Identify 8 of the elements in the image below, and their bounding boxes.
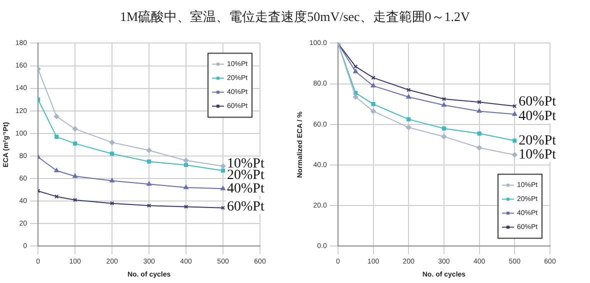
text: 1M硫酸中、室温、電位走査速度50mV/sec、走査範囲0～1.2V <box>119 8 471 26</box>
annotation: 20%Pt <box>518 133 556 148</box>
annotation: 40%Pt <box>518 108 556 124</box>
annotation: 60%Pt <box>518 94 556 110</box>
annotation: 40%Pt <box>227 181 264 196</box>
annotation: 20%Pt <box>227 168 264 183</box>
annotation: 10%Pt <box>518 148 556 163</box>
annotation: 60%Pt <box>227 199 264 214</box>
